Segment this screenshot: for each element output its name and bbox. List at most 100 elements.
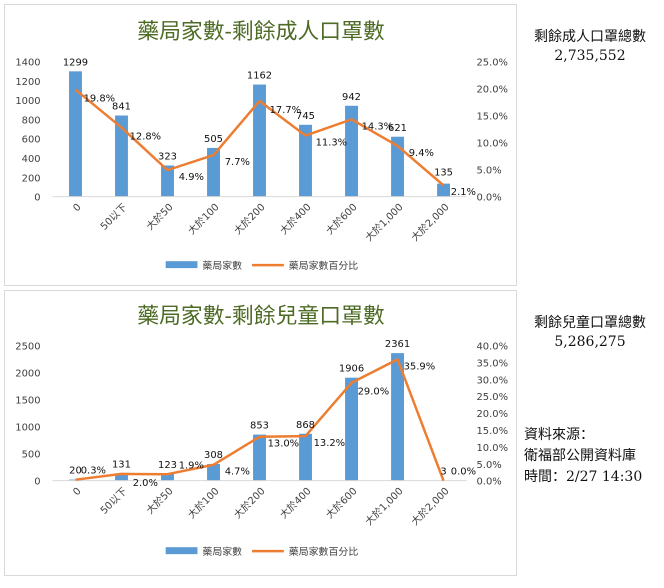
y-right-tick-label: 5.0% bbox=[476, 166, 501, 177]
x-tick-label: 大於1,000 bbox=[362, 200, 405, 243]
bar bbox=[345, 105, 358, 197]
line-value-label: 35.9% bbox=[404, 361, 436, 372]
y-right-tick-label: 15.0% bbox=[476, 426, 508, 437]
chart-title: 藥局家數-剩餘兒童口罩數 bbox=[137, 304, 385, 329]
line-value-label: 2.1% bbox=[451, 187, 476, 198]
bar bbox=[253, 434, 266, 481]
y-left-tick-label: 2000 bbox=[15, 369, 40, 380]
line-value-label: 0.3% bbox=[81, 466, 106, 477]
child-mask-chart: 藥局家數-剩餘兒童口罩數 0 500 1000 1500 2000 2500 0.0% 5.0%… bbox=[4, 290, 517, 576]
y-left-tick-label: 1400 bbox=[15, 58, 40, 69]
bar-value-label: 505 bbox=[204, 134, 223, 145]
bar-value-label: 20 bbox=[69, 466, 82, 477]
child-mask-chart-svg: 藥局家數-剩餘兒童口罩數050010001500200025000.0%5.0%… bbox=[15, 304, 508, 558]
x-tick-label: 大於1,000 bbox=[362, 485, 405, 528]
source-time: 時間：2/27 14:30 bbox=[524, 469, 643, 485]
legend-label-line: 藥局家數百分比 bbox=[289, 545, 359, 558]
source-label: 資料來源： bbox=[524, 427, 594, 443]
adult-total-label: 剩餘成人口罩總數 bbox=[534, 29, 646, 45]
child-total-label: 剩餘兒童口罩總數 bbox=[534, 315, 646, 331]
x-tick-label: 大於600 bbox=[323, 200, 360, 237]
y-right-tick-label: 25.0% bbox=[476, 392, 508, 403]
y-left-tick-label: 0 bbox=[34, 477, 40, 488]
x-tick-label: 50以下 bbox=[99, 486, 130, 517]
bar-value-label: 1299 bbox=[63, 57, 88, 68]
bar bbox=[161, 165, 174, 197]
x-tick-label: 大於2,000 bbox=[408, 200, 451, 243]
y-left-tick-label: 1000 bbox=[15, 96, 40, 107]
y-right-tick-label: 25.0% bbox=[476, 58, 507, 69]
bar bbox=[115, 473, 128, 481]
bar bbox=[115, 115, 128, 197]
line-value-label: 19.8% bbox=[84, 94, 115, 105]
bar-value-label: 868 bbox=[296, 420, 315, 431]
y-right-tick-label: 30.0% bbox=[476, 375, 508, 386]
child-total: 剩餘兒童口罩總數 5,286,275 bbox=[520, 314, 660, 352]
line-value-label: 4.7% bbox=[225, 467, 250, 478]
bar-value-label: 2361 bbox=[385, 339, 410, 350]
legend-label-line: 藥局家數百分比 bbox=[289, 259, 358, 272]
x-tick-label: 大於600 bbox=[323, 485, 360, 522]
y-right-tick-label: 0.0% bbox=[476, 193, 501, 204]
bar-value-label: 621 bbox=[388, 123, 407, 134]
bar bbox=[345, 377, 358, 481]
percent-line bbox=[75, 358, 445, 482]
legend-label-bars: 藥局家數 bbox=[202, 545, 242, 558]
x-tick-label: 大於400 bbox=[277, 200, 314, 237]
bar bbox=[437, 183, 450, 197]
chart-title: 藥局家數-剩餘成人口罩數 bbox=[137, 20, 385, 45]
percent-line bbox=[74, 88, 445, 187]
line-value-label: 11.3% bbox=[316, 138, 347, 149]
y-right-tick-label: 5.0% bbox=[476, 460, 501, 471]
child-total-value: 5,286,275 bbox=[554, 334, 626, 350]
adult-mask-chart: 藥局家數-剩餘成人口罩數 0 200 400 600 800 1000 1200 1400 0.0… bbox=[4, 4, 517, 286]
y-right-tick-label: 10.0% bbox=[476, 443, 508, 454]
bar bbox=[207, 464, 220, 481]
bar-value-label: 942 bbox=[342, 92, 361, 103]
source-name: 衛福部公開資料庫 bbox=[524, 448, 636, 464]
y-right-tick-label: 20.0% bbox=[476, 85, 507, 96]
adult-mask-chart-svg: 藥局家數-剩餘成人口罩數 0 200 400 600 800 1000 1200 1400 0.0… bbox=[15, 20, 508, 272]
line-value-label: 9.4% bbox=[409, 148, 434, 159]
x-tick-label: 大於2,000 bbox=[408, 485, 451, 528]
line-value-label: 0.0% bbox=[451, 467, 476, 478]
bar-value-label: 3 bbox=[440, 467, 446, 478]
legend-swatch-bars bbox=[165, 547, 198, 555]
bar-value-label: 1162 bbox=[247, 71, 272, 82]
bar-value-label: 123 bbox=[158, 460, 177, 471]
bar-value-label: 135 bbox=[434, 168, 453, 179]
bar bbox=[253, 84, 266, 197]
bar bbox=[299, 433, 312, 481]
y-right-tick-label: 20.0% bbox=[476, 409, 508, 420]
x-tick-label: 大於100 bbox=[185, 485, 222, 522]
bar bbox=[299, 124, 312, 197]
y-right-tick-label: 40.0% bbox=[476, 342, 508, 353]
y-right-tick-label: 0.0% bbox=[476, 477, 501, 488]
x-tick-label: 大於200 bbox=[231, 485, 268, 522]
x-tick-label: 大於200 bbox=[231, 200, 268, 237]
line-value-label: 12.8% bbox=[130, 131, 161, 142]
bar bbox=[391, 136, 404, 197]
y-left-tick-label: 600 bbox=[22, 135, 41, 146]
bar-value-label: 853 bbox=[250, 421, 269, 432]
y-left-tick-label: 1200 bbox=[15, 77, 40, 88]
bar-value-label: 745 bbox=[296, 111, 315, 122]
bar bbox=[207, 147, 220, 197]
y-left-tick-label: 1500 bbox=[15, 396, 40, 407]
y-left-tick-label: 800 bbox=[22, 115, 41, 126]
legend-swatch-bars bbox=[165, 261, 198, 269]
x-tick-label: 0 bbox=[71, 486, 83, 498]
line-value-label: 1.9% bbox=[179, 460, 204, 471]
data-source-note: 資料來源： 衛福部公開資料庫 時間：2/27 14:30 bbox=[524, 425, 664, 488]
x-tick-label: 大於400 bbox=[277, 485, 314, 522]
x-tick-label: 50以下 bbox=[99, 202, 130, 233]
y-right-tick-label: 35.0% bbox=[476, 358, 508, 369]
line-value-label: 17.7% bbox=[270, 105, 301, 116]
bar bbox=[69, 479, 82, 481]
bar bbox=[391, 353, 404, 481]
x-tick-label: 大於100 bbox=[185, 200, 222, 237]
line-value-label: 2.0% bbox=[133, 478, 158, 489]
line-value-label: 13.0% bbox=[268, 439, 300, 450]
y-left-tick-label: 400 bbox=[22, 154, 41, 165]
x-tick-label: 0 bbox=[71, 202, 83, 214]
